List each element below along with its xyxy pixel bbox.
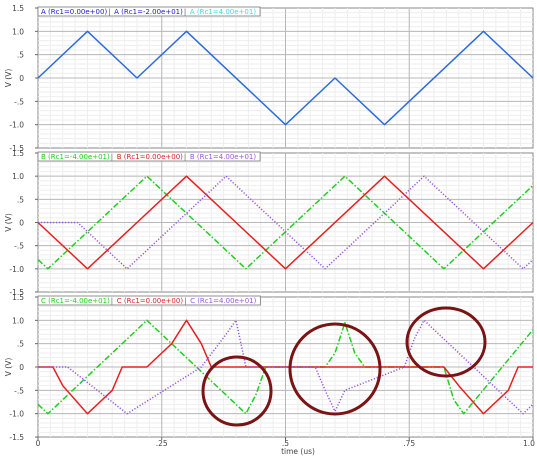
y-tick-label: 0 [19,219,24,228]
y-tick-label: 0 [19,363,24,372]
legend-separator: | [111,153,113,161]
annotation-circle [201,355,273,427]
x-tick-label: 0 [36,439,41,448]
y-tick-label: -1.0 [9,410,24,419]
y-tick-label: -.5 [14,242,24,251]
y-tick-label: .5 [17,195,24,204]
legend-entry: A (Rc1=-2.00e+01) [114,8,183,16]
x-tick-label: 1.0 [523,439,535,448]
y-tick-label: -1.5 [9,144,24,153]
series-line-2 [38,319,533,415]
y-axis-label: V (V) [4,213,13,232]
legend-entry: B (Rc1=4.00e+01) [190,153,256,161]
y-tick-label: 1.0 [12,27,24,36]
legend-entry: A (Rc1=0.00e+00) [41,8,107,16]
series-line-1 [37,30,534,126]
chart-panel-2: 1.5 1.0 .5 0 -.5 -1.0 -1.5 V (V) B (Rc1=-4.00e+0… [4,149,534,297]
x-tick-label: .5 [282,439,289,448]
series-line-1 [37,175,534,270]
y-tick-label: -.5 [14,97,24,106]
legend-separator: | [184,153,186,161]
legend-box [37,6,261,17]
legend-entry: B (Rc1=0.00e+00) [117,153,183,161]
annotation-circle [405,306,487,378]
series-line-1 [37,319,534,415]
legend: A (Rc1=0.00e+00) | A (Rc1=-2.00e+01) | A (Rc… [37,6,261,17]
y-tick-label: -1.0 [9,265,24,274]
x-axis-label: time (us) [281,447,315,456]
legend-separator: | [184,297,186,305]
legend-box [37,151,261,162]
y-axis-label: V (V) [4,358,13,377]
legend-entry: C (Rc1=4.00e+01) [190,297,257,305]
y-tick-label: 1.0 [12,316,24,325]
legend-separator: | [111,297,113,305]
y-tick-label: -1.5 [9,433,24,442]
y-tick-label: -.5 [14,386,24,395]
y-axis-label: V (V) [4,69,13,88]
y-tick-label: -1.0 [9,121,24,130]
series-line-3 [38,319,534,415]
annotation-circles [201,306,487,427]
x-tick-label: .75 [403,439,415,448]
legend-separator: | [108,8,110,16]
legend-box [37,295,261,306]
chart-panel-3: 1.5 1.0 .5 0 -.5 -1.0 -1.5 V (V) C (Rc1=-4.00e+0… [4,293,535,456]
y-tick-label: 1.5 [12,4,24,13]
y-tick-label: 1.5 [12,293,24,302]
y-tick-label: .5 [17,340,24,349]
y-tick-label: -1.5 [9,288,24,297]
series-line-2 [37,175,534,270]
y-tick-label: 1.5 [12,149,24,158]
annotation-circle [288,322,382,416]
legend-separator: | [184,8,186,16]
y-tick-label: 1.0 [12,172,24,181]
y-tick-label: 0 [19,74,24,83]
legend-entry: C (Rc1=0.00e+00) [117,297,184,305]
x-tick-label: .25 [156,439,168,448]
legend-entry: B (Rc1=-4.00e+01) [41,153,110,161]
legend-entry: A (Rc1=4.00e+01) [190,8,256,16]
legend: C (Rc1=-4.00e+01) | C (Rc1=0.00e+00) | C (Rc… [37,295,261,306]
y-tick-label: .5 [17,51,24,60]
legend-entry: C (Rc1=-4.00e+01) [41,297,110,305]
legend: B (Rc1=-4.00e+01) | B (Rc1=0.00e+00) | B (Rc… [37,151,261,162]
chart-panel-1: 1.5 1.0 .5 0 -.5 -1.0 -1.5 V (V) A (Rc1=0.00e+00… [4,4,534,153]
